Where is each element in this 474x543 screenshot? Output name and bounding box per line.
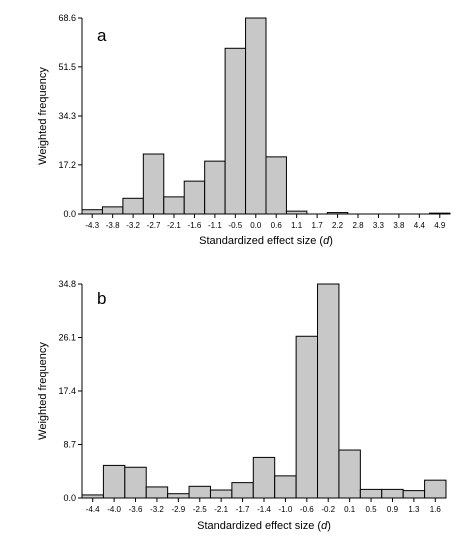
x-tick-label-b-14: 0.9: [387, 505, 399, 514]
bar-a-2: [122, 197, 144, 215]
panel-label-a: a: [97, 26, 107, 45]
y-tick-label-a-0: 0.0: [63, 209, 76, 219]
chart-panel-b: 0.0 8.7 17.4 26.1 34.8 -4.4 -4.0 -3.6 -3.2 -2.9 -2…: [0, 270, 474, 543]
x-tick-label-a-15: 3.8: [393, 221, 405, 230]
bar-b-15: [402, 490, 426, 499]
x-tick-label-a-12: 2.2: [332, 221, 344, 230]
x-tick-label-b-15: 1.3: [408, 505, 420, 514]
x-tick-label-a-14: 3.3: [373, 221, 385, 230]
x-tick-label-b-12: 0.1: [344, 505, 356, 514]
bar-a-7: [224, 47, 247, 215]
y-tick-label-a-1: 17.2: [58, 160, 76, 170]
x-tick-label-b-7: -1.7: [236, 505, 250, 514]
bar-a-0: [81, 209, 103, 215]
x-tick-label-a-16: 4.4: [414, 221, 426, 230]
x-tick-label-a-4: -2.1: [167, 221, 181, 230]
y-tick-label-b-1: 8.7: [63, 440, 76, 450]
bar-b-16: [424, 479, 447, 499]
x-tick-label-b-1: -4.0: [107, 505, 121, 514]
x-tick-label-b-4: -2.9: [171, 505, 185, 514]
bar-b-7: [231, 482, 254, 499]
bar-b-5: [188, 485, 211, 499]
bar-b-11: [317, 283, 340, 499]
bar-b-9: [274, 475, 297, 499]
x-tick-label-b-6: -2.1: [214, 505, 228, 514]
bar-a-3: [142, 153, 165, 215]
bar-a-9: [265, 156, 287, 215]
bar-b-10: [295, 335, 319, 499]
bar-b-4: [167, 493, 190, 499]
x-tick-label-b-16: 1.6: [430, 505, 442, 514]
x-tick-label-a-1: -3.8: [106, 221, 120, 230]
x-tick-label-a-17: 4.9: [434, 221, 446, 230]
y-tick-label-b-2: 17.4: [58, 386, 76, 396]
y-tick-label-a-4: 68.6: [58, 13, 76, 23]
x-tick-label-a-3: -2.7: [147, 221, 161, 230]
x-tick-label-b-3: -3.2: [150, 505, 164, 514]
x-axis-label-b: Standardized effect size (d): [197, 520, 331, 532]
y-tick-label-a-2: 34.3: [58, 111, 76, 121]
bar-b-2: [124, 466, 147, 499]
y-axis-label-a: Weighted frequency: [37, 67, 49, 165]
bar-b-6: [209, 489, 233, 499]
chart-b-svg: 0.0 8.7 17.4 26.1 34.8 -4.4 -4.0 -3.6 -3.2 -2.9 -2…: [37, 279, 447, 532]
chart-panel-a: 0.0 17.2 34.3 51.5 68.6 -4.3 -3.8 -3.2 -2.7 -2.1-…: [0, 0, 474, 260]
x-tick-label-b-10: -0.6: [300, 505, 314, 514]
y-tick-label-b-4: 34.8: [58, 279, 76, 289]
panel-label-b: b: [97, 289, 106, 308]
x-tick-label-a-9: 0.6: [271, 221, 283, 230]
x-tick-label-b-2: -3.6: [129, 505, 143, 514]
x-tick-label-a-11: 1.7: [312, 221, 324, 230]
x-tick-label-b-0: -4.4: [86, 505, 100, 514]
x-tick-label-b-11: -0.2: [321, 505, 335, 514]
bar-a-5: [183, 180, 206, 215]
bar-b-12: [338, 449, 361, 499]
x-tick-label-a-0: -4.3: [85, 221, 99, 230]
bar-b-3: [145, 486, 169, 499]
x-tick-label-b-9: -1.0: [279, 505, 293, 514]
y-tick-label-b-0: 0.0: [63, 493, 76, 503]
bar-b-8: [252, 456, 276, 499]
x-axis-label-a: Standardized effect size (d): [199, 235, 333, 247]
x-tick-label-a-2: -3.2: [126, 221, 140, 230]
bar-a-4: [163, 196, 185, 215]
x-tick-label-b-13: 0.5: [365, 505, 377, 514]
bar-b-14: [381, 488, 404, 499]
x-tick-label-b-5: -2.5: [193, 505, 207, 514]
bar-a-6: [204, 160, 226, 215]
x-tick-label-a-5: -1.6: [188, 221, 202, 230]
y-tick-label-a-3: 51.5: [58, 62, 76, 72]
bar-b-13: [359, 488, 383, 499]
x-tick-label-a-13: 2.8: [352, 221, 364, 230]
bar-b-1: [102, 464, 126, 499]
y-axis-label-b: Weighted frequency: [37, 342, 49, 440]
chart-a-svg: 0.017.234.351.568.6-4.3 -3.8 -3.2 -2.7 -2.1-…: [37, 13, 451, 247]
x-tick-label-a-10: 1.1: [291, 221, 303, 230]
bar-a-1: [101, 206, 124, 215]
bar-a-8: [245, 17, 267, 215]
y-tick-label-b-3: 26.1: [58, 333, 76, 343]
x-tick-label-a-7: -0.5: [228, 221, 242, 230]
x-tick-label-a-6: -1.1: [208, 221, 222, 230]
x-tick-label-b-8: -1.4: [257, 505, 271, 514]
x-tick-label-a-8: 0.0: [250, 221, 262, 230]
